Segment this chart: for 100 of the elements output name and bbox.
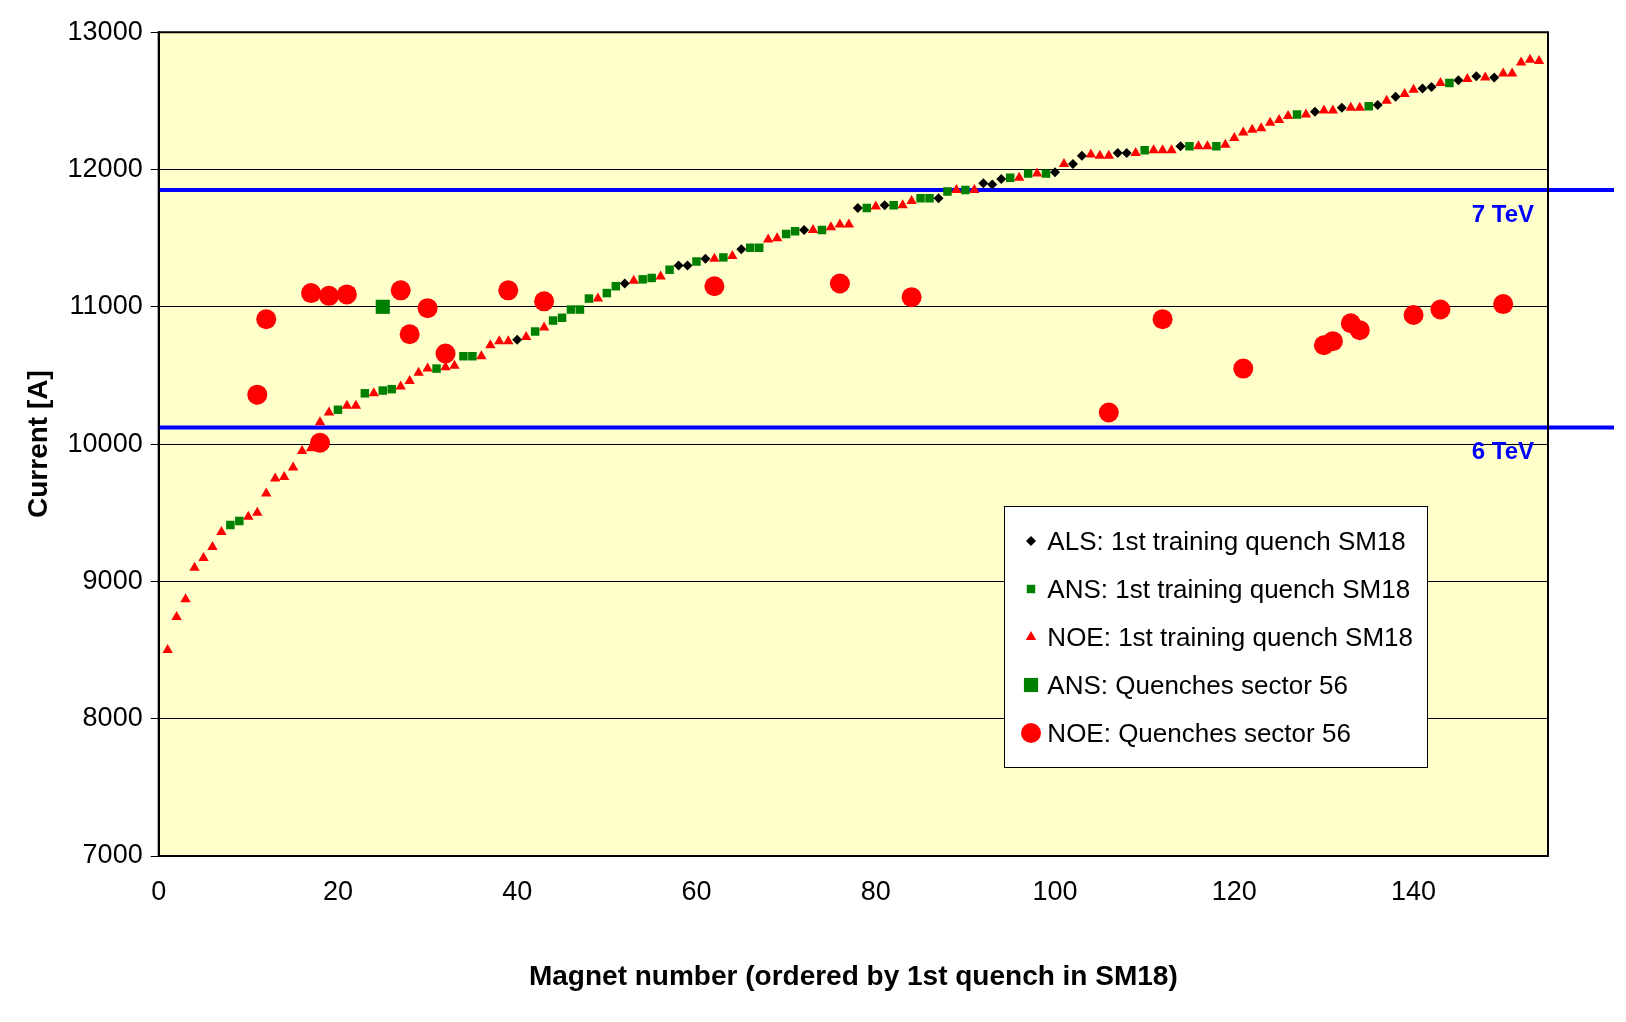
- x-tick-label: 40: [502, 875, 533, 906]
- point: [961, 185, 970, 195]
- point: [1336, 102, 1347, 113]
- y-tick-label: 11000: [69, 290, 143, 321]
- point: [665, 265, 674, 274]
- point: [399, 324, 420, 345]
- point: [1471, 71, 1482, 82]
- y-tick-label: 12000: [67, 152, 143, 183]
- x-tick-label: 140: [1391, 875, 1437, 906]
- point: [435, 343, 456, 364]
- x-tick-label: 20: [322, 875, 353, 906]
- legend-label: NOE: Quenches sector 56: [1047, 717, 1351, 750]
- point: [512, 334, 523, 345]
- point: [318, 285, 339, 306]
- point: [1403, 305, 1424, 326]
- legend-label: ANS: 1st training quench SM18: [1047, 573, 1411, 606]
- x-axis-title: Magnet number (ordered by 1st quench in SM18): [528, 959, 1178, 991]
- point: [226, 520, 235, 530]
- point: [1076, 150, 1087, 161]
- point: [638, 275, 647, 284]
- point: [1023, 169, 1033, 178]
- point: [1417, 83, 1428, 94]
- point: [566, 305, 576, 314]
- point: [378, 386, 388, 395]
- x-tick-label: 80: [860, 875, 891, 906]
- point: [704, 276, 725, 297]
- point: [575, 305, 585, 314]
- legend-label: ALS: 1st training quench SM18: [1047, 525, 1406, 558]
- y-tick-label: 10000: [67, 427, 143, 458]
- x-tick-label: 120: [1211, 875, 1257, 906]
- point: [673, 260, 684, 271]
- y-tick-label: 13000: [67, 15, 143, 46]
- point: [746, 243, 755, 252]
- point: [1349, 320, 1370, 341]
- point: [829, 273, 850, 294]
- point: [235, 516, 244, 526]
- point: [247, 384, 268, 405]
- legend-label: NOE: 1st training quench SM18: [1047, 621, 1413, 654]
- point: [1041, 169, 1051, 178]
- x-tick-label: 0: [151, 875, 167, 906]
- point: [901, 287, 922, 308]
- point: [1152, 309, 1173, 330]
- point: [692, 257, 701, 266]
- point: [1175, 141, 1186, 152]
- point: [584, 294, 594, 303]
- point: [1445, 78, 1454, 88]
- point: [1140, 146, 1149, 155]
- point: [719, 253, 728, 262]
- point: [548, 316, 558, 325]
- point: [1185, 141, 1194, 151]
- point: [1212, 141, 1221, 151]
- point: [459, 351, 468, 361]
- y-tick-label: 7000: [82, 839, 143, 870]
- point: [375, 299, 390, 314]
- point: [943, 187, 952, 196]
- legend-label: ANS: Quenches sector 56: [1047, 669, 1348, 702]
- point: [417, 298, 438, 319]
- y-axis-title: Current [A]: [21, 370, 53, 518]
- point: [1121, 148, 1132, 159]
- point: [1292, 110, 1302, 119]
- point: [647, 273, 656, 283]
- point: [889, 200, 898, 210]
- point: [336, 284, 357, 305]
- point: [530, 327, 540, 336]
- point: [978, 178, 989, 189]
- point: [1233, 358, 1254, 379]
- point: [390, 280, 411, 301]
- point: [1489, 72, 1500, 83]
- point: [534, 291, 555, 312]
- point: [619, 278, 630, 289]
- point: [700, 253, 711, 264]
- point: [1098, 402, 1119, 423]
- point: [498, 280, 519, 301]
- point: [1453, 75, 1464, 86]
- point: [682, 260, 693, 271]
- point: [432, 364, 441, 373]
- point: [256, 309, 277, 330]
- point: [360, 389, 370, 398]
- point: [852, 202, 863, 213]
- point: [799, 224, 810, 235]
- point: [1426, 82, 1437, 93]
- point: [925, 194, 934, 203]
- point: [916, 194, 925, 203]
- point: [1430, 299, 1451, 320]
- point: [1372, 99, 1383, 110]
- y-tick-label: 8000: [82, 702, 143, 733]
- point: [1390, 91, 1401, 102]
- point: [468, 351, 477, 361]
- point: [1050, 167, 1061, 178]
- point: [1309, 106, 1320, 117]
- point: [1493, 294, 1514, 315]
- point: [933, 193, 944, 204]
- point: [1322, 331, 1343, 352]
- point: [996, 174, 1007, 185]
- point: [987, 179, 998, 190]
- x-tick-label: 60: [681, 875, 712, 906]
- ref-line-label: 7 TeV: [1471, 199, 1534, 227]
- point: [301, 283, 322, 304]
- point: [1112, 148, 1123, 159]
- point: [790, 227, 800, 236]
